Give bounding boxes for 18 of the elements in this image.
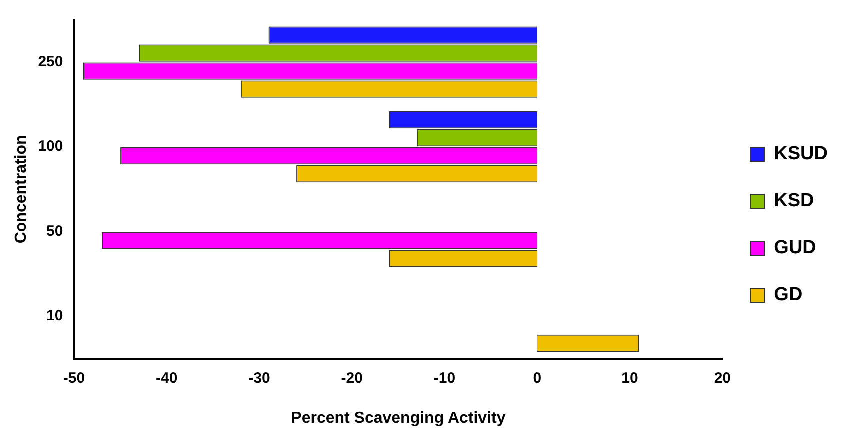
y-tick-label: 50 <box>46 222 64 240</box>
x-tick-label: -10 <box>434 370 456 387</box>
x-axis-title: Percent Scavenging Activity <box>291 410 506 427</box>
y-tick-label: 100 <box>38 138 64 156</box>
x-tick-label: 20 <box>714 370 732 387</box>
x-tick-label: -20 <box>341 370 363 387</box>
x-tick-label: -50 <box>63 370 86 387</box>
y-axis-title: Concentration <box>13 135 30 244</box>
x-tick-label: 10 <box>622 370 638 387</box>
y-tick-label: 250 <box>38 53 64 70</box>
legend-label: GUD <box>774 238 816 259</box>
x-tick-label: -40 <box>156 370 178 387</box>
legend-label: KSD <box>774 190 814 212</box>
y-tick-label: 10 <box>46 308 64 325</box>
x-tick-label: -30 <box>248 370 270 387</box>
x-tick-label: 0 <box>533 370 542 387</box>
legend-label: GD <box>774 284 803 306</box>
legend-label: KSUD <box>774 144 828 165</box>
